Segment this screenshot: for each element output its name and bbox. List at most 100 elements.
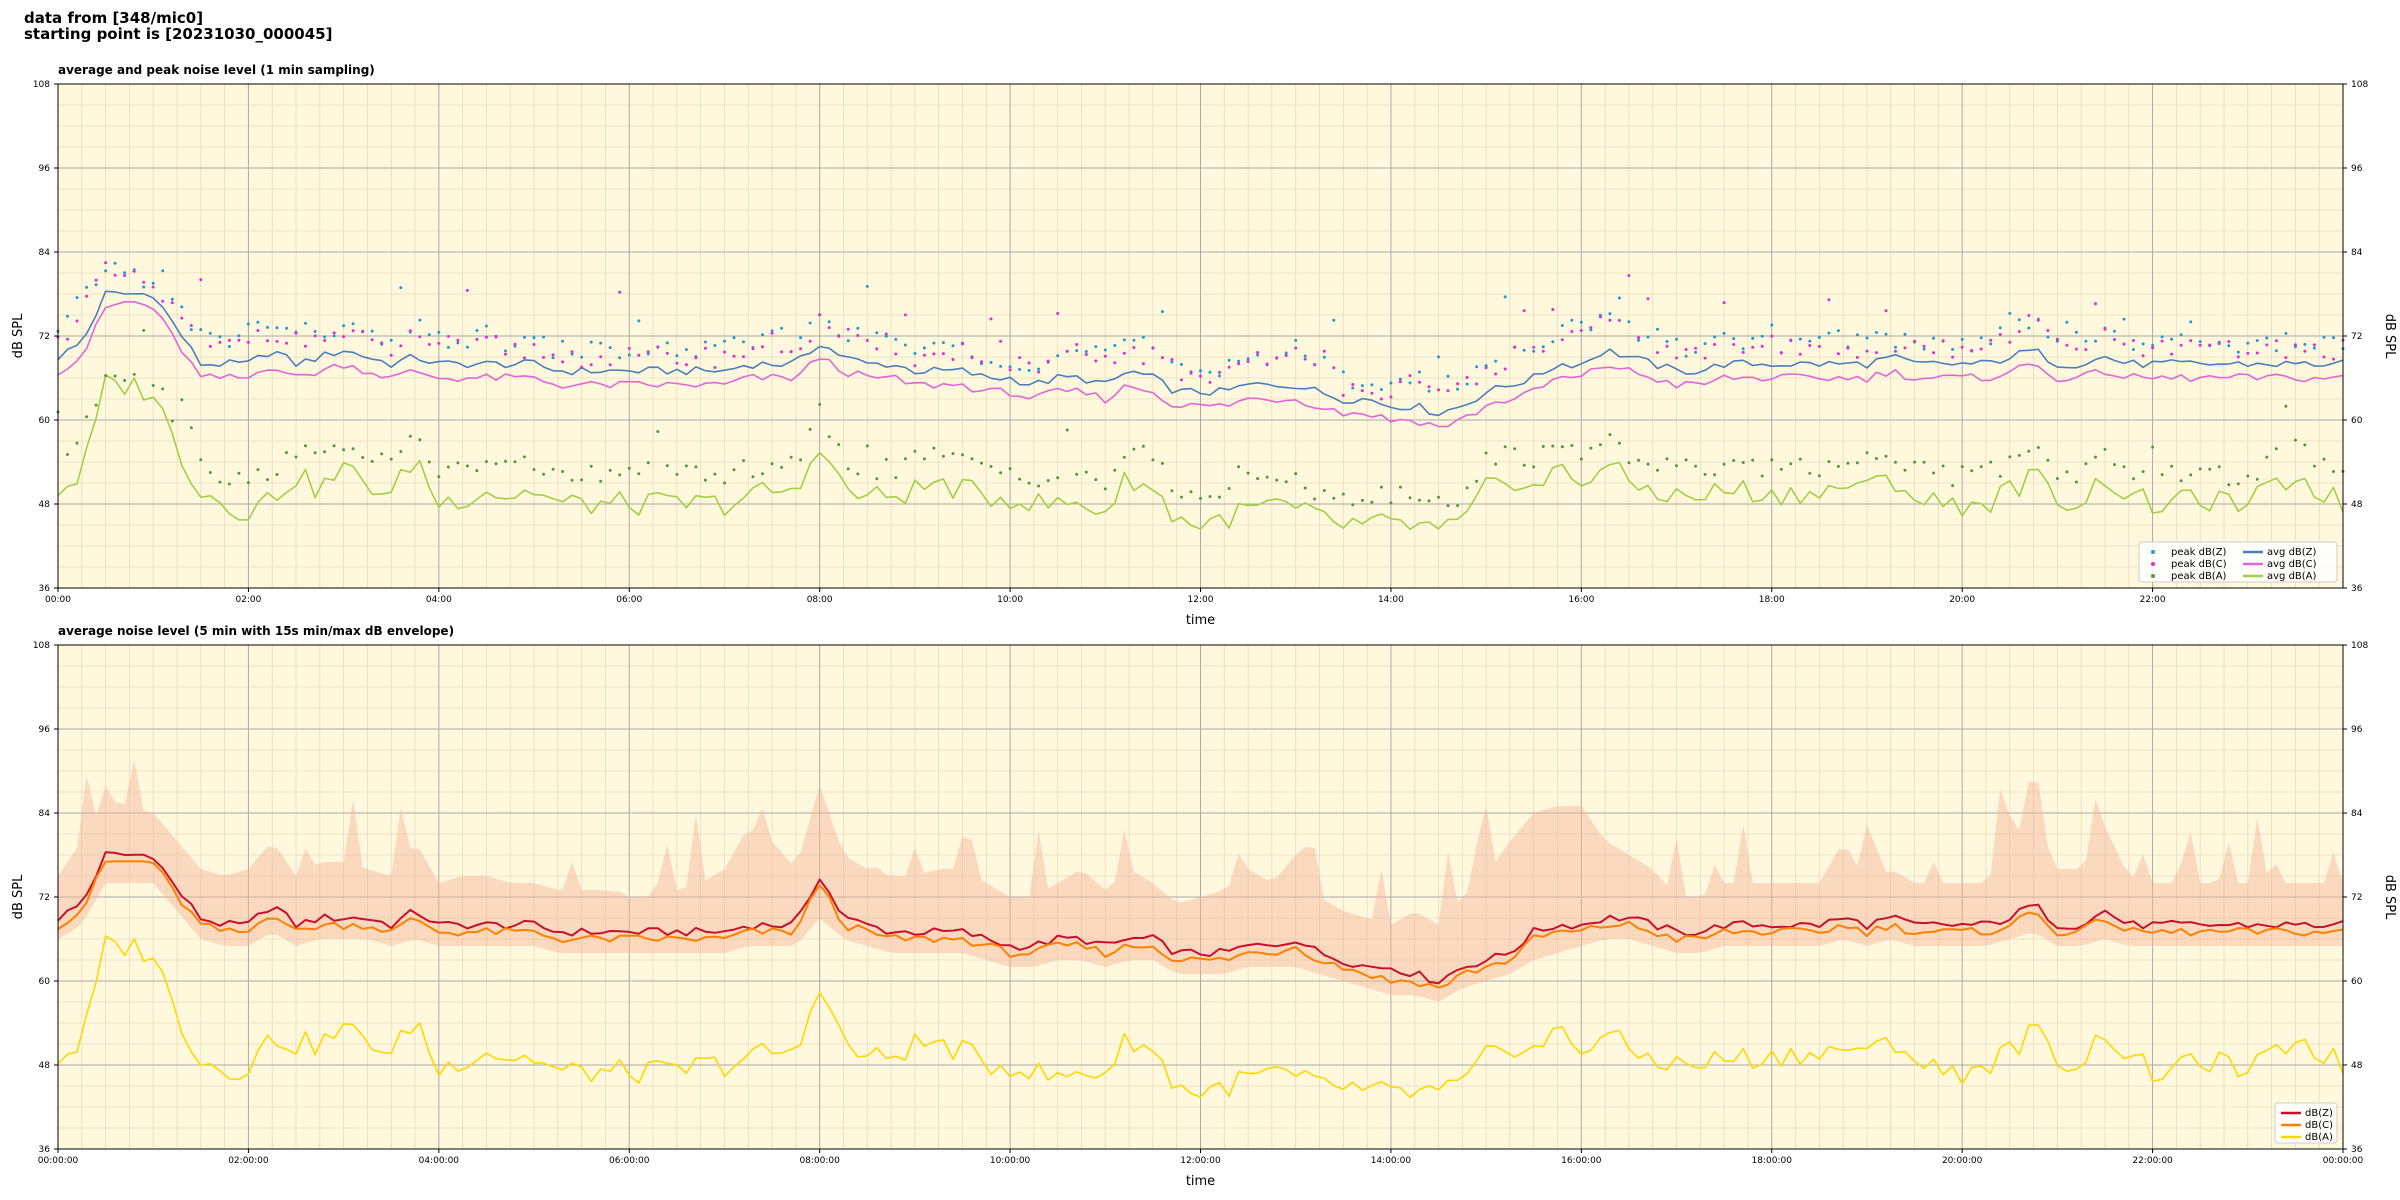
- series-peak-db-z-point: [208, 331, 212, 335]
- series-peak-db-a-point: [1846, 461, 1850, 465]
- series-peak-db-a-point: [1408, 496, 1412, 500]
- series-peak-db-c-point: [189, 324, 193, 327]
- series-peak-db-c-point: [1951, 355, 1955, 359]
- series-peak-db-c-point: [2208, 343, 2212, 347]
- series-peak-db-z-point: [1027, 369, 1031, 372]
- top-x-axis-label: time: [1186, 613, 1215, 628]
- series-peak-db-z-point: [199, 328, 203, 332]
- series-peak-db-c-point: [570, 350, 574, 354]
- series-peak-db-z-point: [1522, 348, 1526, 352]
- series-peak-db-c-point: [389, 353, 393, 357]
- series-peak-db-c-point: [351, 329, 355, 333]
- series-peak-db-c-point: [580, 365, 584, 369]
- series-peak-db-a-point: [1227, 487, 1231, 490]
- series-peak-db-c-point: [1522, 309, 1526, 313]
- bottom-ytick-label-left: 72: [39, 893, 50, 903]
- series-peak-db-z-point: [608, 346, 612, 350]
- series-peak-db-c-point: [275, 339, 279, 343]
- series-peak-db-c-point: [742, 355, 745, 359]
- series-peak-db-a-point: [2293, 438, 2297, 442]
- series-peak-db-z-point: [1037, 367, 1041, 371]
- series-peak-db-a-point: [1189, 490, 1193, 494]
- series-peak-db-a-point: [351, 447, 355, 451]
- series-peak-db-z-point: [1808, 339, 1812, 343]
- series-peak-db-z-point: [1160, 310, 1164, 314]
- series-peak-db-c-point: [1494, 372, 1498, 376]
- series-peak-db-z-point: [113, 261, 117, 265]
- series-peak-db-a-point: [1722, 462, 1726, 466]
- series-peak-db-a-point: [1932, 471, 1936, 475]
- series-peak-db-c-point: [599, 355, 603, 359]
- series-peak-db-c-point: [1656, 351, 1659, 355]
- series-peak-db-a-point: [961, 453, 964, 457]
- top-ytick-label-left: 48: [39, 500, 51, 510]
- series-peak-db-c-point: [532, 343, 536, 346]
- series-peak-db-z-point: [1751, 336, 1755, 340]
- series-peak-db-c-point: [285, 341, 288, 345]
- series-peak-db-c-point: [85, 294, 89, 298]
- series-peak-db-z-point: [1360, 384, 1364, 388]
- series-peak-db-z-point: [1418, 370, 1421, 374]
- series-peak-db-a-point: [1284, 480, 1288, 484]
- series-peak-db-a-point: [551, 467, 555, 471]
- series-peak-db-z-point: [256, 320, 260, 324]
- series-peak-db-a-point: [846, 467, 850, 471]
- legend-label: avg dB(Z): [2267, 547, 2317, 558]
- bottom-xtick-label: 16:00:00: [1561, 1156, 1602, 1166]
- series-peak-db-z-point: [151, 281, 155, 285]
- series-peak-db-c-point: [1646, 297, 1650, 301]
- series-peak-db-a-point: [865, 444, 869, 448]
- series-peak-db-a-point: [1303, 486, 1307, 490]
- series-peak-db-z-point: [780, 326, 784, 330]
- series-peak-db-c-point: [1246, 360, 1250, 363]
- series-peak-db-a-point: [1579, 457, 1583, 461]
- series-peak-db-a-point: [246, 481, 250, 485]
- series-peak-db-c-point: [2113, 338, 2116, 341]
- series-peak-db-c-point: [1294, 346, 1298, 350]
- series-peak-db-c-point: [2027, 314, 2031, 317]
- series-peak-db-z-point: [589, 340, 593, 344]
- series-peak-db-z-point: [580, 355, 584, 359]
- series-peak-db-a-point: [151, 384, 155, 387]
- top-y-axis-label-left: dB SPL: [11, 313, 26, 358]
- series-peak-db-z-point: [1817, 335, 1821, 339]
- bottom-ytick-label-right: 72: [2351, 893, 2362, 903]
- series-peak-db-z-point: [1475, 365, 1479, 369]
- series-peak-db-a-point: [1180, 495, 1183, 499]
- series-peak-db-z-point: [627, 353, 631, 357]
- series-peak-db-c-point: [2322, 355, 2326, 359]
- bottom-x-axis-label: time: [1186, 1174, 1215, 1189]
- series-peak-db-c-point: [2265, 343, 2269, 347]
- bottom-y-axis-label-left: dB SPL: [11, 874, 26, 919]
- bottom-ytick-label-left: 48: [39, 1061, 51, 1071]
- series-peak-db-a-point: [2332, 470, 2335, 473]
- series-peak-db-a-point: [1513, 447, 1517, 451]
- series-peak-db-z-point: [732, 336, 736, 340]
- series-peak-db-z-point: [1979, 336, 1983, 340]
- series-peak-db-c-point: [123, 274, 127, 277]
- series-peak-db-a-point: [1008, 467, 1012, 471]
- series-peak-db-a-point: [580, 478, 584, 482]
- series-peak-db-a-point: [1894, 460, 1897, 464]
- series-peak-db-c-point: [2284, 356, 2288, 360]
- bottom-ytick-label-left: 36: [39, 1145, 51, 1155]
- bottom-xtick-label: 22:00:00: [2132, 1156, 2173, 1166]
- series-peak-db-c-point: [542, 355, 546, 359]
- series-peak-db-z-point: [1541, 345, 1545, 349]
- series-peak-db-c-point: [1627, 274, 1631, 278]
- series-peak-db-z-point: [1008, 365, 1012, 369]
- series-peak-db-z-point: [1551, 340, 1555, 344]
- series-peak-db-z-point: [218, 335, 222, 339]
- series-peak-db-z-point: [237, 334, 241, 338]
- legend-label: dB(A): [2305, 1132, 2333, 1143]
- series-peak-db-a-point: [732, 468, 736, 472]
- series-peak-db-a-point: [703, 478, 707, 482]
- series-peak-db-a-point: [94, 403, 98, 407]
- series-peak-db-c-point: [618, 290, 622, 294]
- series-peak-db-a-point: [313, 451, 317, 455]
- series-peak-db-c-point: [1427, 385, 1431, 389]
- series-peak-db-z-point: [1684, 354, 1688, 358]
- bottom-ytick-label-right: 60: [2351, 977, 2363, 987]
- series-peak-db-z-point: [1351, 386, 1355, 390]
- series-peak-db-c-point: [1351, 383, 1355, 386]
